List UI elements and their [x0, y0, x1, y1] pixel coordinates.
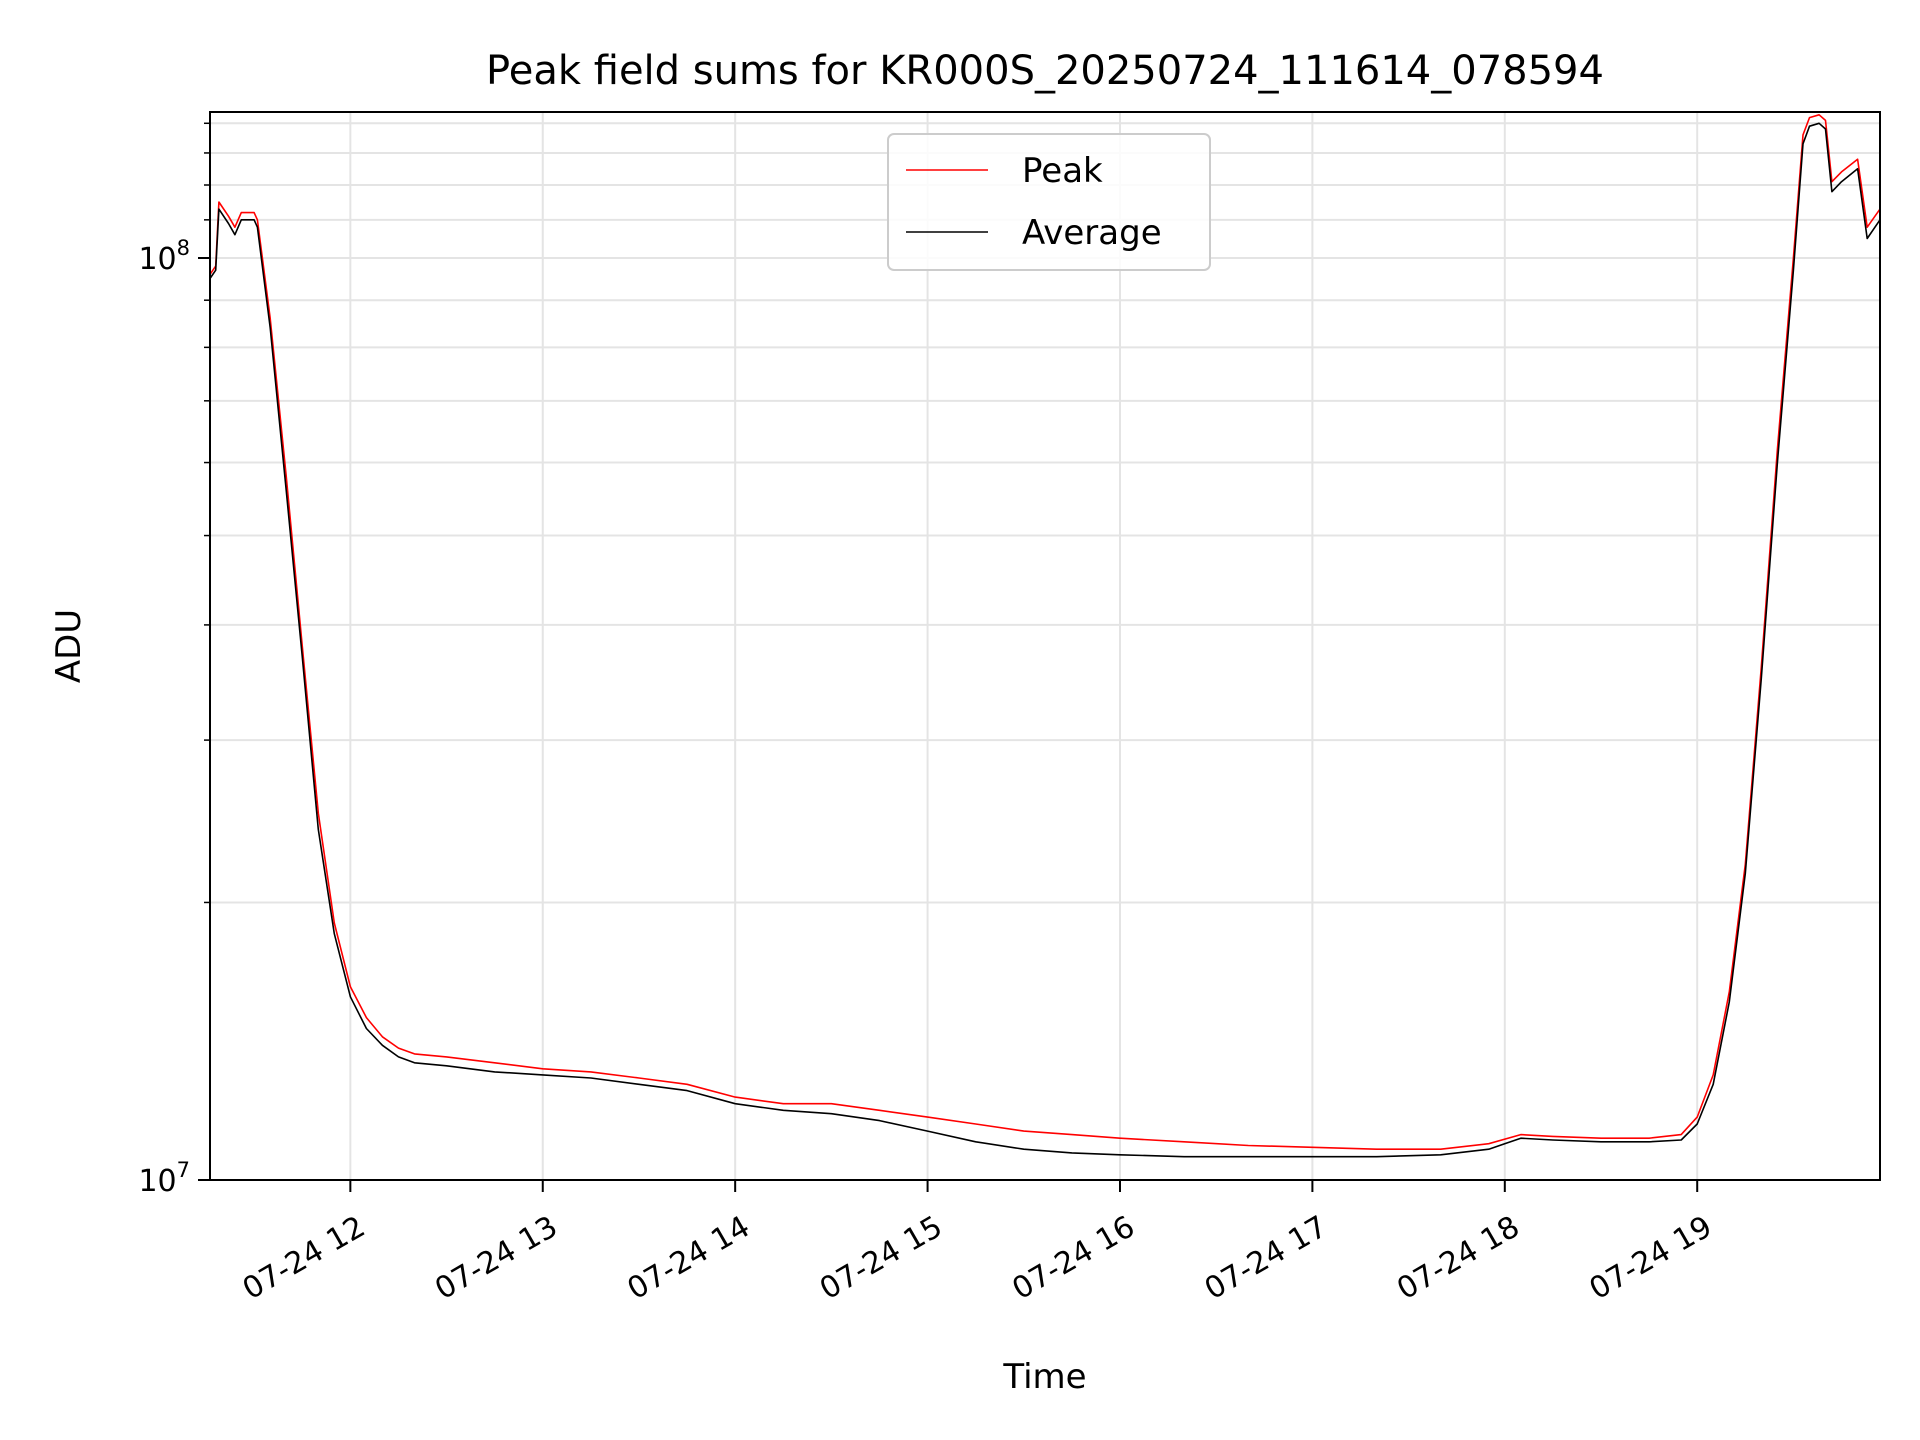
y-tick-exponent: 8 [177, 236, 190, 260]
y-tick-label: 107 [138, 1158, 190, 1199]
series-line-average [209, 122, 1881, 1158]
y-tick-exponent: 7 [177, 1158, 190, 1182]
plot-frame [209, 111, 1881, 1181]
legend-label-peak: Peak [1022, 151, 1103, 191]
chart-title: Peak field sums for KR000S_20250724_1116… [486, 48, 1604, 94]
y-tick-base: 10 [138, 242, 176, 277]
y-tick-label: 108 [138, 236, 190, 277]
legend-box [887, 133, 1211, 271]
x-axis-label: Time [1002, 1357, 1086, 1397]
legend-label-average: Average [1022, 213, 1162, 253]
legend: Peak Average [887, 133, 1211, 271]
y-axis-label: ADU [49, 609, 89, 683]
y-tick-base: 10 [138, 1164, 176, 1199]
series-line-peak [209, 114, 1881, 1150]
series-layer [209, 114, 1881, 1158]
